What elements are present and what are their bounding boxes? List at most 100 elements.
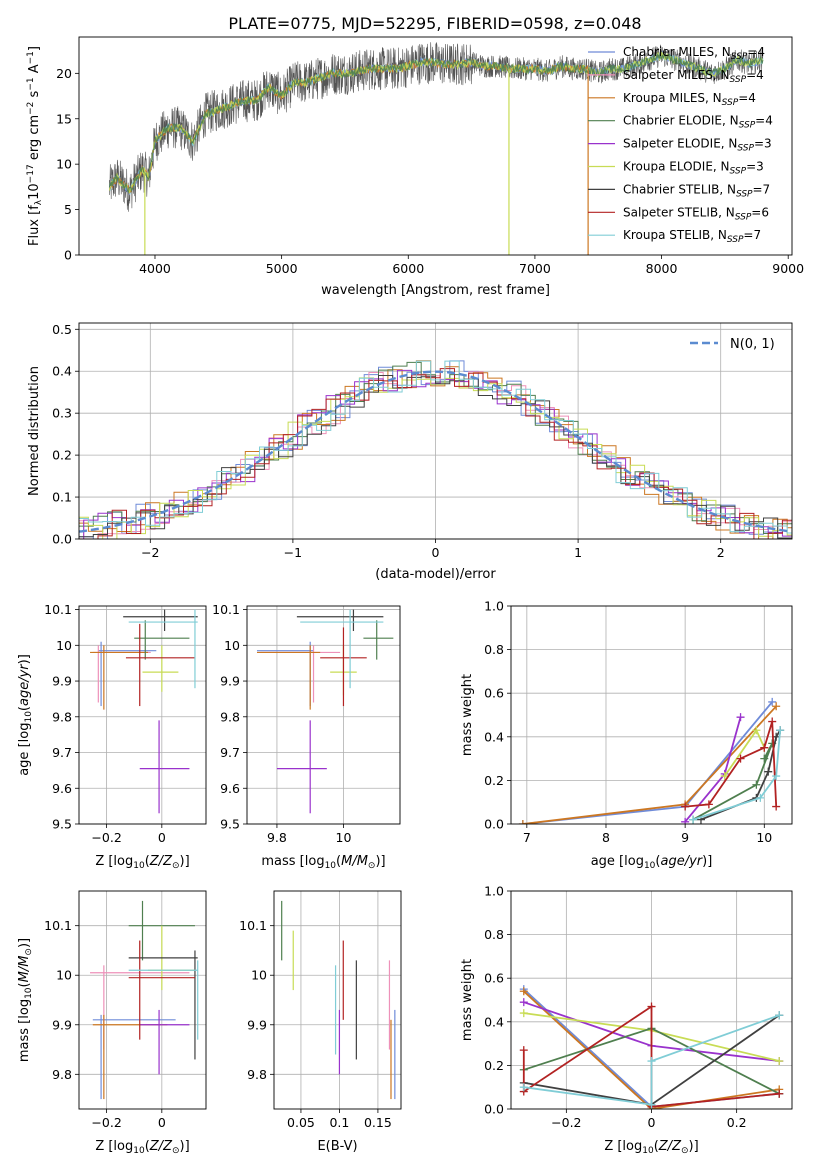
y-tick-label: 9.9: [220, 674, 240, 689]
label-part: mass [log: [261, 854, 324, 869]
legend-entry: Salpeter ELODIE, NSSP=3: [623, 137, 772, 154]
legend-entry: N(0, 1): [730, 337, 775, 352]
label-part: SSP: [737, 144, 754, 154]
label-part: M/M: [341, 854, 368, 869]
label-part: (: [145, 854, 150, 869]
label-part: =7: [753, 182, 771, 196]
y-tick-label: 9.8: [52, 1067, 72, 1082]
label-part: 10: [133, 1146, 145, 1156]
label-part: Kroupa ELODIE, N: [623, 160, 730, 174]
label-part: (: [17, 982, 32, 987]
label-part: SSP: [739, 121, 756, 131]
y-tick-label: 0.5: [52, 322, 72, 337]
legend-entry: Salpeter MILES, NSSP=4: [623, 68, 764, 85]
label-part: Salpeter MILES, N: [623, 68, 730, 82]
residual-histogram: [79, 368, 792, 539]
label-part: mass [log: [17, 999, 32, 1062]
label-part: SSP: [736, 189, 753, 199]
label-part: (: [655, 854, 660, 869]
plot-area: [79, 360, 792, 539]
y-tick-label: 9.8: [220, 709, 240, 724]
weight-marker: [736, 754, 745, 763]
plot-area: [108, 42, 764, 255]
y-tick-label: 0.2: [52, 448, 72, 463]
weight-line: [692, 730, 781, 821]
x-tick-label: 9000: [772, 261, 804, 276]
y-axis-label: mass weight: [460, 959, 475, 1041]
label-part: −17: [26, 164, 36, 183]
y-tick-label: 10.1: [239, 918, 267, 933]
x-tick-label: 1: [574, 545, 582, 560]
y-tick-label: 0.4: [484, 729, 504, 744]
label-part: Z/Z: [658, 1139, 682, 1154]
y-tick-label: 0.0: [484, 1102, 504, 1117]
label-part: SSP: [722, 98, 739, 108]
y-tick-label: 5: [64, 202, 72, 217]
y-tick-label: 10: [56, 638, 72, 653]
y-tick-label: 10.1: [212, 602, 240, 617]
label-part: =3: [754, 137, 772, 151]
label-part: ⊙: [368, 861, 376, 871]
x-tick-label: 0.2: [727, 1115, 747, 1130]
x-axis-label: Z [log10(Z/Z⊙)]: [604, 1139, 698, 1156]
label-part: SSP: [730, 75, 747, 85]
label-part: 10: [27, 183, 42, 200]
x-tick-label: 7: [523, 830, 531, 845]
label-part: 10: [325, 861, 337, 871]
label-part: )]: [702, 854, 712, 869]
x-axis-label: age [log10(age/yr)]: [591, 854, 713, 871]
label-part: 10: [133, 861, 145, 871]
y-tick-label: 0.0: [484, 817, 504, 832]
label-part: 10: [644, 861, 656, 871]
y-tick-label: 0.8: [484, 927, 504, 942]
label-part: −2: [26, 102, 36, 115]
weight-marker: [704, 800, 713, 809]
x-tick-label: 0: [648, 1115, 656, 1130]
label-part: )]: [17, 938, 32, 948]
x-tick-label: −0.2: [91, 830, 121, 845]
label-part: Salpeter STELIB, N: [623, 205, 735, 219]
y-axis-label: mass weight: [460, 674, 475, 756]
x-axis-label: Z [log10(Z/Z⊙)]: [95, 854, 189, 871]
legend-entry: Kroupa MILES, NSSP=4: [623, 91, 756, 108]
residuals-panel: −2 −1 0 1 2 0.0 0.1 0.2 0.3 0.4 0.5 (data-model)/er…: [27, 322, 793, 582]
weight-marker: [776, 726, 785, 735]
label-part: SSP: [730, 167, 747, 177]
label-part: (: [145, 1139, 150, 1154]
weight-marker: [681, 817, 690, 824]
label-part: Kroupa STELIB, N: [623, 228, 727, 242]
x-tick-label: 0.05: [287, 1115, 315, 1130]
label-part: Salpeter ELODIE, N: [623, 137, 737, 151]
label-part: λ: [34, 199, 44, 205]
y-tick-label: 0.0: [52, 532, 72, 547]
label-part: erg cm: [27, 115, 42, 164]
y-tick-label: 0.3: [52, 406, 72, 421]
weight-marker: [764, 767, 773, 776]
y-tick-label: 20: [56, 66, 72, 81]
label-part: ]: [27, 46, 42, 51]
x-tick-label: 10: [336, 830, 352, 845]
x-tick-label: 2: [717, 545, 725, 560]
x-tick-label: −0.2: [91, 1115, 121, 1130]
label-part: Chabrier ELODIE, N: [623, 114, 739, 128]
residual-histogram: [79, 377, 792, 539]
weight-marker: [519, 1009, 528, 1018]
weight-marker: [772, 772, 781, 781]
axes-frame: [273, 890, 402, 1110]
y-tick-label: 9.7: [52, 745, 72, 760]
y-tick-label: 9.8: [247, 1067, 267, 1082]
plot-area: [519, 985, 784, 1109]
label-part: =4: [746, 68, 764, 82]
label-part: Z/Z: [149, 1139, 173, 1154]
weight-marker: [647, 1100, 656, 1109]
label-part: ⊙: [681, 1146, 689, 1156]
y-tick-label: 0.6: [484, 971, 504, 986]
label-part: s: [27, 90, 42, 101]
label-part: =4: [755, 114, 773, 128]
label-part: Flux [f: [27, 205, 42, 246]
x-tick-label: 9: [681, 830, 689, 845]
